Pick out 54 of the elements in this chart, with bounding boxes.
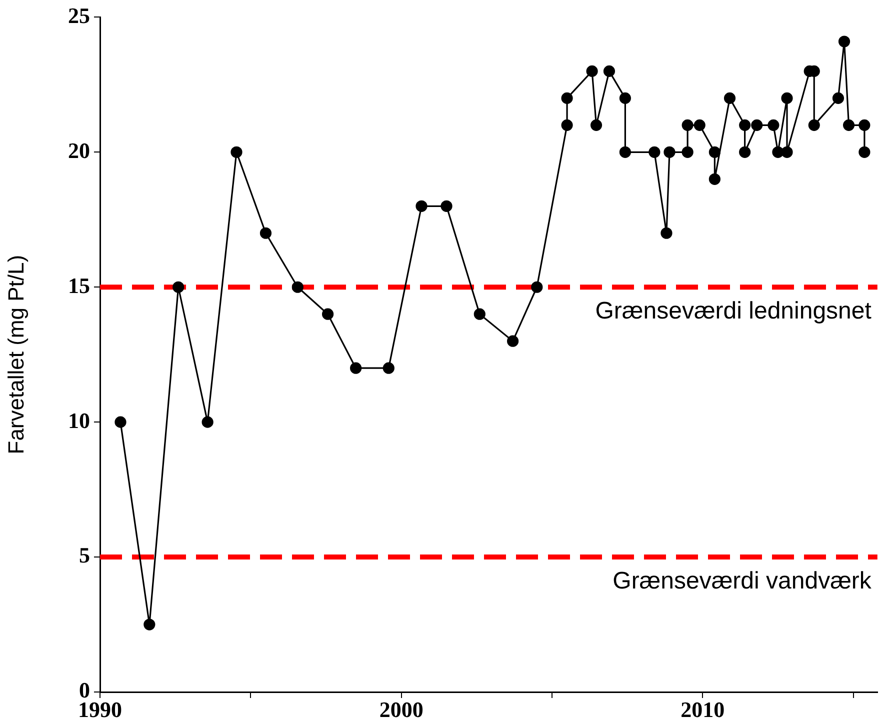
point [114, 416, 126, 428]
point [751, 119, 763, 131]
point [682, 119, 694, 131]
point [603, 65, 616, 77]
point [648, 146, 660, 158]
point [619, 92, 631, 104]
point [619, 146, 631, 158]
point [858, 119, 870, 131]
point [416, 200, 428, 212]
point [832, 92, 844, 104]
point [660, 227, 672, 239]
point [708, 146, 720, 158]
y-tick-label: 20 [68, 138, 90, 163]
y-tick-label: 10 [68, 408, 90, 433]
point [322, 308, 334, 320]
point [202, 416, 214, 428]
ref-line-label: Grænseværdi vandværk [612, 568, 872, 595]
point [230, 146, 242, 158]
point [808, 119, 820, 131]
point [739, 146, 751, 158]
point [708, 173, 720, 185]
y-tick-label: 5 [79, 542, 90, 568]
point [586, 65, 598, 77]
point [772, 146, 784, 158]
y-tick-label: 25 [68, 2, 90, 28]
y-axis-title: Farvetallet (mg Pt/L) [3, 254, 28, 454]
point [382, 362, 394, 374]
y-tick-label: 15 [68, 272, 90, 298]
x-tick-label: 2000 [379, 696, 424, 722]
point [172, 281, 184, 293]
point [682, 146, 694, 158]
point [694, 119, 706, 131]
point [768, 119, 780, 131]
point [858, 146, 870, 158]
point [260, 227, 272, 239]
point [561, 92, 573, 104]
point [781, 146, 793, 158]
point [350, 362, 362, 374]
point [144, 618, 156, 630]
point [739, 119, 751, 131]
point [664, 146, 676, 158]
point [531, 281, 543, 293]
point [724, 92, 736, 104]
point [440, 200, 452, 212]
point [838, 36, 850, 48]
point [507, 335, 519, 347]
x-tick-label: 2010 [680, 696, 725, 722]
ref-line-label: Grænseværdi ledningsnet [595, 298, 872, 325]
point [561, 119, 573, 131]
point [292, 281, 304, 293]
point [474, 308, 486, 320]
point [590, 119, 602, 131]
point [781, 92, 793, 104]
point [842, 119, 855, 131]
